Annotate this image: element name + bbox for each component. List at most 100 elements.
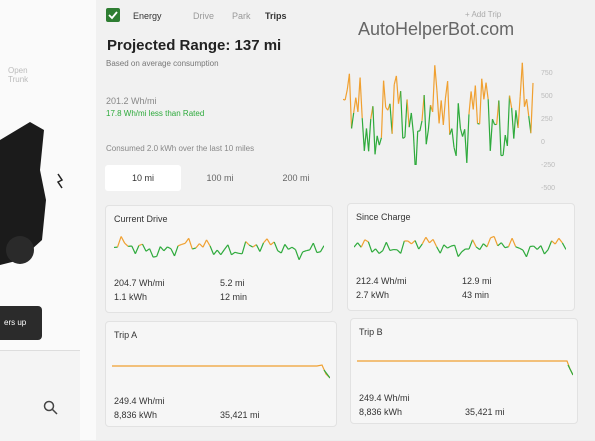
trace-segment [522,63,524,107]
trace-segment [365,240,369,242]
trace-segment [199,244,203,248]
trace-segment [260,243,264,252]
search-icon[interactable] [43,400,59,416]
trace-segment [494,236,498,245]
trace-segment [437,91,439,124]
trace-segment [303,251,307,252]
trace-segment [142,244,146,251]
trace-segment [320,246,324,252]
card-distance: 35,421 mi [220,410,260,420]
trace-segment [203,240,207,247]
axis-label: -500 [541,185,555,192]
trace-segment [352,113,354,129]
trace-segment [428,105,430,130]
trace-segment [458,103,460,128]
range-subtitle: Based on average consumption [106,59,219,68]
trace-segment [562,243,566,250]
trace-segment [401,241,405,253]
trace-segment [150,249,154,257]
trace-segment [271,242,275,245]
trace-segment [426,237,430,243]
trace-segment [361,240,365,247]
trace-segment [281,244,285,253]
trace-segment [429,239,433,242]
trace-segment [182,243,186,244]
trace-segment [221,250,225,255]
trace-segment [460,128,462,136]
range-button[interactable]: 100 mi [182,165,258,191]
trace-segment [364,128,366,150]
card-energy: 8,836 kWh [359,407,402,417]
add-trip[interactable]: + Add Trip [465,10,501,19]
trace-segment [475,85,477,123]
trace-segment [125,243,129,246]
trace-segment [153,256,157,257]
trace-segment [157,247,161,257]
trace-segment [462,249,466,252]
trace-segment [526,246,530,256]
trace-segment [552,241,556,244]
trace-segment [447,246,451,248]
trace-segment [373,106,375,154]
trace-segment [369,119,371,151]
card-energy: 2.7 kWh [356,290,389,300]
trace-segment [541,246,545,254]
range-button[interactable]: 10 mi [105,165,181,191]
trace-segment [523,250,527,257]
trace-segment [441,100,443,124]
trace-segment [379,138,381,145]
trace-segment [360,78,362,119]
sparkline [357,353,573,379]
tab[interactable]: Park [232,11,251,21]
trace-segment [207,240,211,246]
trace-segment [171,249,175,256]
card-energy: 8,836 kWh [114,410,157,420]
efficiency-value: 201.2 Wh/mi [106,96,157,106]
range-button[interactable]: 200 mi [258,165,334,191]
trace-segment [486,83,488,100]
sparkline [114,228,324,264]
trace-segment [235,252,239,253]
card-efficiency: 204.7 Wh/mi [114,278,165,288]
trace-segment [537,246,541,250]
trace-segment [531,83,533,133]
trace-segment [499,100,501,155]
trace-segment [413,134,415,165]
trace-segment [514,110,516,138]
trace-segment [433,65,435,112]
trunk-label[interactable]: Open Trunk [8,66,48,84]
tab[interactable]: Trips [265,11,287,21]
trace-segment [443,98,445,125]
trace-segment [228,245,232,255]
trace-segment [467,114,469,163]
trace-segment [420,121,422,131]
summon-label: ers up [4,318,26,327]
trace-segment [559,238,563,243]
energy-checkbox[interactable] [106,8,120,22]
card-efficiency: 249.4 Wh/mi [359,393,410,403]
trace-segment [274,242,278,251]
trace-segment [267,239,271,245]
trace-segment [397,250,401,254]
tab[interactable]: Drive [193,11,214,21]
trace-segment [507,96,509,146]
trace-segment [498,243,502,246]
trace-segment [246,241,250,245]
trace-segment [503,135,505,155]
trace-segment [396,76,398,104]
trace-segment [405,99,407,137]
trace-segment [439,100,441,123]
card-energy: 1.1 kWh [114,292,147,302]
trace-segment [288,247,292,249]
search-box[interactable] [0,350,80,441]
trace-segment [527,99,529,116]
trace-segment [310,243,314,250]
card-efficiency: 249.4 Wh/mi [114,396,165,406]
axis-label: 500 [541,93,553,100]
trace-segment [139,244,143,245]
trace-segment [217,250,221,255]
trace-segment [512,238,516,247]
trace-segment [178,244,182,245]
trace-segment [473,240,477,247]
tab[interactable]: Energy [133,11,162,21]
